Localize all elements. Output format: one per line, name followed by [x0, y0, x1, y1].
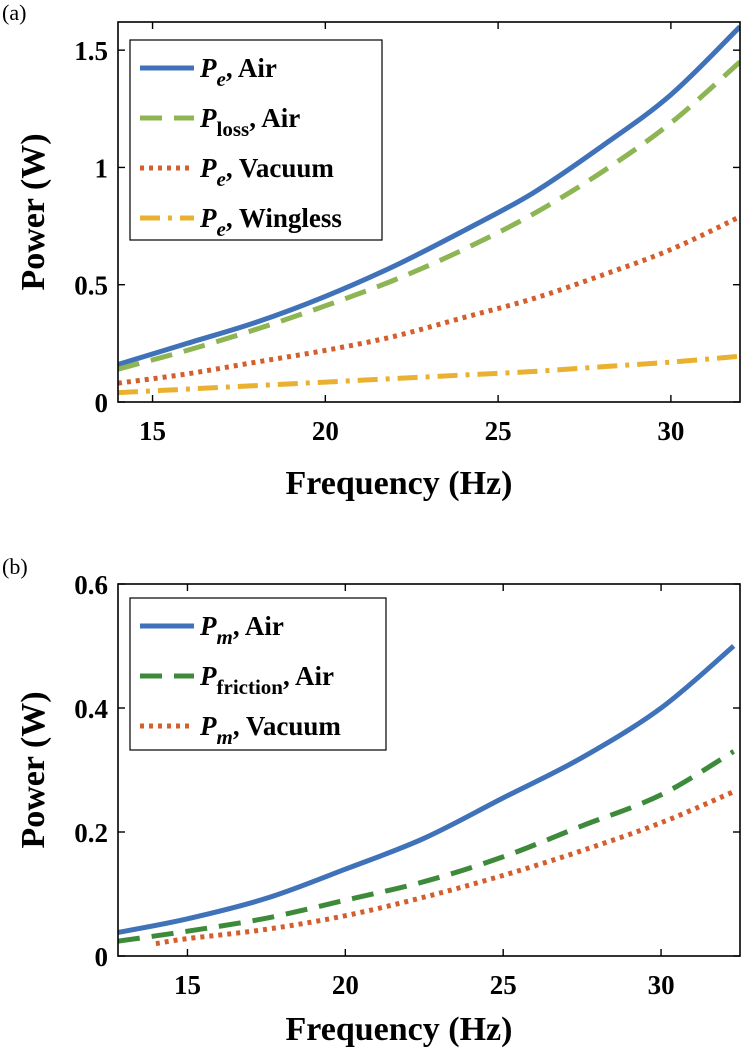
y-tick-label: 0	[95, 388, 109, 418]
legend: Pm, Air Pfriction, Air Pm, Vacuum	[129, 597, 387, 751]
x-tick-label: 15	[139, 416, 166, 446]
x-tick-label: 15	[174, 970, 201, 1000]
legend-entry: Pe, Wingless	[199, 203, 342, 241]
y-tick-label: 1.5	[74, 36, 108, 66]
x-tick-label: 20	[332, 970, 359, 1000]
y-axis-title: Power (W)	[15, 691, 52, 848]
y-tick-label: 0.2	[74, 818, 108, 848]
x-tick-label: 20	[312, 416, 339, 446]
x-tick-label: 25	[485, 416, 512, 446]
legend-entry: Pe, Vacuum	[199, 153, 334, 191]
series-line-0	[118, 24, 740, 367]
plot-frame	[117, 583, 741, 957]
chart-panel-a: (a) 15 20 25 30 0 0.5 1 1.5 Frequency (Hz) Power (…	[2, 0, 741, 502]
x-tick-label: 25	[490, 970, 517, 1000]
series-line-1	[118, 60, 740, 372]
y-tick-label: 0.4	[74, 694, 108, 724]
legend-entry: Pfriction, Air	[199, 661, 334, 699]
y-tick-label: 0	[95, 942, 109, 972]
x-axis-title: Frequency (Hz)	[286, 465, 513, 502]
x-axis-title: Frequency (Hz)	[286, 1011, 513, 1048]
panel-label: (b)	[2, 554, 28, 579]
legend-entry: Pm, Vacuum	[199, 711, 341, 749]
series-line-2	[155, 789, 735, 947]
series-line-1	[118, 749, 735, 944]
legend: Pe, Air Ploss, Air Pe, Vacuum Pe, Wingless	[129, 39, 383, 241]
legend-entry: Ploss, Air	[199, 103, 300, 141]
y-tick-label: 0.6	[74, 570, 108, 600]
x-tick-label: 30	[657, 416, 684, 446]
legend-entry: Pe, Air	[199, 53, 277, 91]
series-line-2	[118, 214, 740, 386]
legend-box	[129, 39, 383, 241]
series-line-3	[118, 353, 740, 396]
plot-frame	[117, 21, 741, 403]
y-axis-title: Power (W)	[15, 133, 52, 290]
panel-label: (a)	[2, 0, 26, 25]
y-tick-label: 1	[95, 153, 109, 183]
chart-panel-b: (b) 15 20 25 30 0 0.2 0.4 0.6 Frequency (Hz) Power…	[2, 554, 741, 1048]
legend-box	[129, 597, 387, 751]
series-line-0	[118, 644, 736, 935]
legend-entry: Pm, Air	[199, 611, 284, 649]
x-tick-label: 30	[648, 970, 675, 1000]
y-tick-label: 0.5	[74, 271, 108, 301]
